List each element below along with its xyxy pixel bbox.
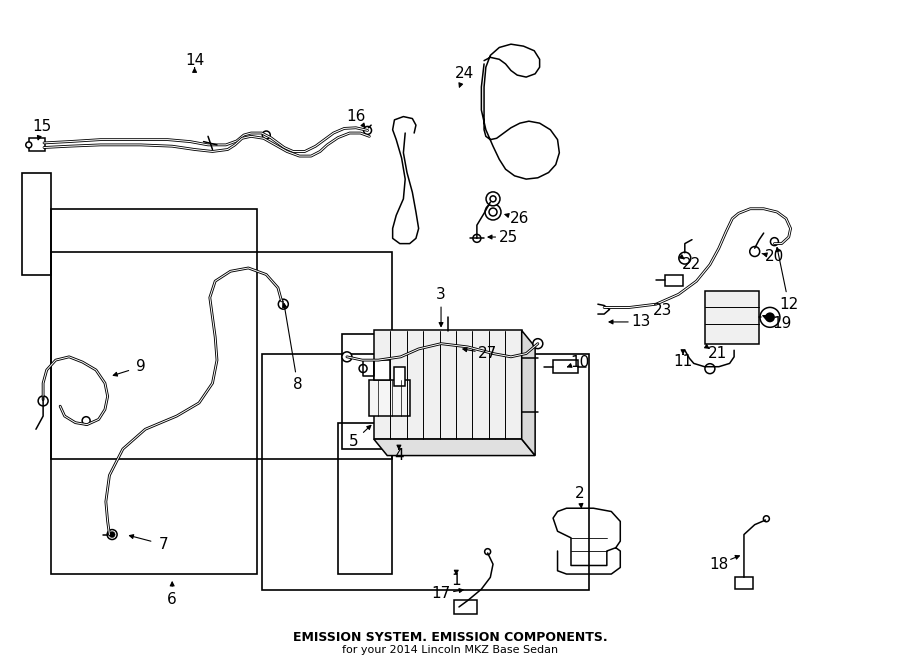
Text: 15: 15 — [32, 119, 52, 134]
Circle shape — [485, 204, 501, 220]
Circle shape — [770, 238, 778, 246]
Text: 24: 24 — [454, 66, 474, 81]
Bar — [51, 252, 392, 459]
Circle shape — [109, 531, 115, 537]
Bar — [22, 173, 51, 274]
Text: 19: 19 — [772, 317, 791, 331]
Text: 1: 1 — [452, 573, 461, 588]
Circle shape — [489, 208, 497, 216]
Circle shape — [262, 131, 270, 139]
Text: 22: 22 — [682, 257, 702, 272]
Text: 8: 8 — [292, 377, 302, 392]
Text: 17: 17 — [431, 586, 451, 602]
Circle shape — [705, 364, 715, 373]
Bar — [369, 380, 410, 416]
Bar — [262, 354, 589, 590]
Polygon shape — [522, 330, 536, 455]
Text: 12: 12 — [779, 297, 798, 312]
Bar — [394, 367, 405, 387]
Bar — [665, 274, 683, 286]
Bar — [374, 330, 522, 439]
Text: 3: 3 — [436, 287, 446, 302]
Bar — [454, 600, 477, 613]
Text: 2: 2 — [575, 486, 585, 501]
Bar — [735, 577, 753, 588]
Text: 16: 16 — [346, 109, 365, 124]
Text: for your 2014 Lincoln MKZ Base Sedan: for your 2014 Lincoln MKZ Base Sedan — [342, 644, 558, 654]
Circle shape — [82, 416, 90, 424]
Text: 14: 14 — [185, 53, 204, 68]
Text: 25: 25 — [499, 229, 517, 245]
Circle shape — [486, 192, 500, 206]
Circle shape — [765, 313, 775, 323]
Text: 27: 27 — [478, 346, 498, 361]
Text: 7: 7 — [158, 537, 168, 552]
Circle shape — [485, 549, 490, 555]
Text: 5: 5 — [349, 434, 359, 449]
Circle shape — [490, 196, 496, 202]
Circle shape — [359, 364, 367, 373]
Circle shape — [679, 252, 691, 264]
Text: 4: 4 — [394, 448, 404, 463]
Bar — [29, 137, 45, 151]
Bar — [554, 360, 578, 373]
Circle shape — [750, 247, 760, 256]
Text: 18: 18 — [709, 557, 728, 572]
Text: 23: 23 — [652, 303, 672, 318]
Bar — [374, 360, 390, 380]
Circle shape — [107, 529, 117, 539]
Circle shape — [342, 352, 352, 362]
Bar — [343, 334, 392, 449]
Circle shape — [38, 396, 48, 406]
Circle shape — [26, 142, 32, 148]
Bar — [338, 422, 392, 574]
Text: EMISSION SYSTEM. EMISSION COMPONENTS.: EMISSION SYSTEM. EMISSION COMPONENTS. — [292, 631, 608, 644]
Polygon shape — [374, 439, 536, 455]
Circle shape — [364, 126, 372, 134]
Text: 10: 10 — [571, 354, 590, 369]
Text: 13: 13 — [631, 315, 651, 329]
Circle shape — [760, 307, 780, 327]
Bar — [706, 291, 760, 344]
Text: 6: 6 — [167, 592, 177, 607]
Circle shape — [472, 235, 481, 243]
Circle shape — [533, 338, 543, 348]
Circle shape — [763, 516, 769, 522]
Text: 9: 9 — [136, 359, 146, 374]
Circle shape — [278, 299, 288, 309]
Text: 26: 26 — [510, 211, 529, 226]
Bar — [51, 209, 257, 574]
Text: 20: 20 — [765, 249, 784, 264]
Text: 21: 21 — [707, 346, 726, 361]
Text: 11: 11 — [673, 354, 693, 369]
